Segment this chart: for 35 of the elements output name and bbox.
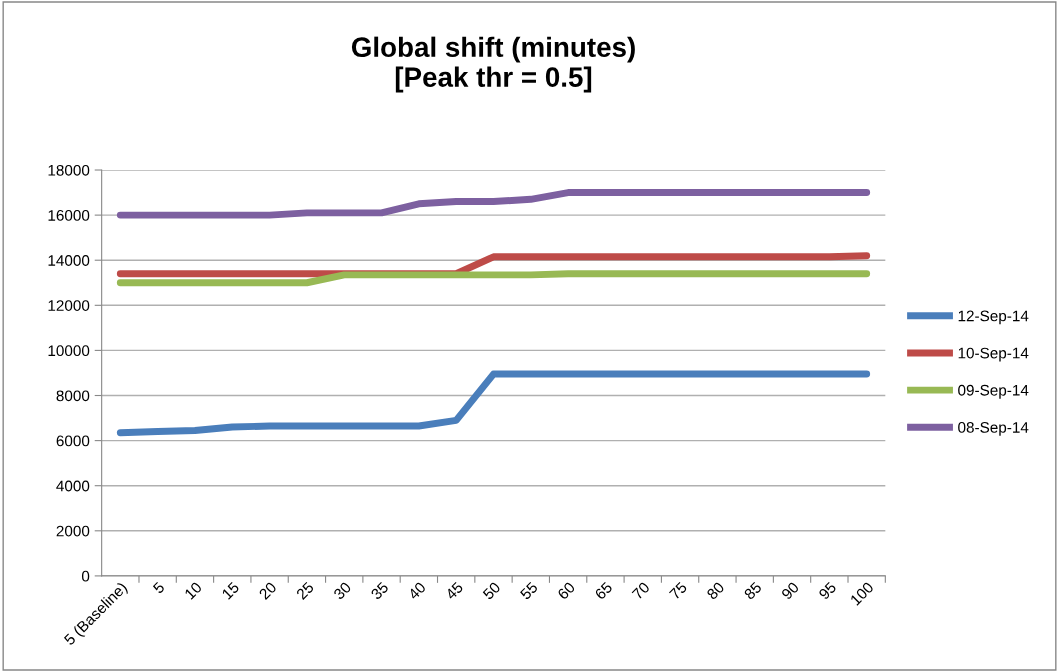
x-tick-label: 5 <box>152 581 166 595</box>
x-tick-label: 10 <box>184 581 203 600</box>
y-tick-label: 0 <box>81 570 90 582</box>
y-tick-label: 16000 <box>48 209 90 221</box>
y-tick-label: 4000 <box>56 480 90 492</box>
x-tick-label: 20 <box>258 581 278 601</box>
x-tick-label: 25 <box>295 581 315 601</box>
x-tick-label: 55 <box>519 581 539 601</box>
x-tick-label: 65 <box>594 581 613 601</box>
x-tick-label: 15 <box>221 581 240 600</box>
y-tick-label: 6000 <box>56 435 90 447</box>
x-tick-label: 75 <box>669 581 688 601</box>
x-tick-label: 85 <box>743 581 763 601</box>
x-tick-label: 100 <box>849 581 875 606</box>
legend-label: 08-Sep-14 <box>958 421 1029 436</box>
y-tick-label: 18000 <box>48 164 90 176</box>
y-tick-label: 8000 <box>56 390 90 402</box>
x-tick-label: 30 <box>332 581 352 601</box>
chart-title: Global shift (minutes) [Peak thr = 0.5] <box>351 36 635 93</box>
legend-label: 12-Sep-14 <box>958 310 1029 325</box>
y-tick-label: 14000 <box>48 255 90 266</box>
y-tick-label: 10000 <box>48 345 90 357</box>
x-tick-label: 70 <box>631 581 651 601</box>
y-tick-label: 12000 <box>48 300 90 311</box>
x-tick-label: 45 <box>444 581 464 601</box>
y-tick-label: 2000 <box>56 525 90 537</box>
x-tick-label: 35 <box>370 581 390 601</box>
x-tick-label: 95 <box>818 581 837 601</box>
x-tick-label: 40 <box>407 581 427 601</box>
legend-label: 09-Sep-14 <box>958 384 1029 399</box>
x-tick-label: 60 <box>556 581 576 601</box>
x-tick-label: 90 <box>780 581 800 601</box>
x-tick-label: 80 <box>706 581 725 601</box>
x-tick-label: 50 <box>482 581 502 601</box>
legend-label: 10-Sep-14 <box>958 347 1029 362</box>
